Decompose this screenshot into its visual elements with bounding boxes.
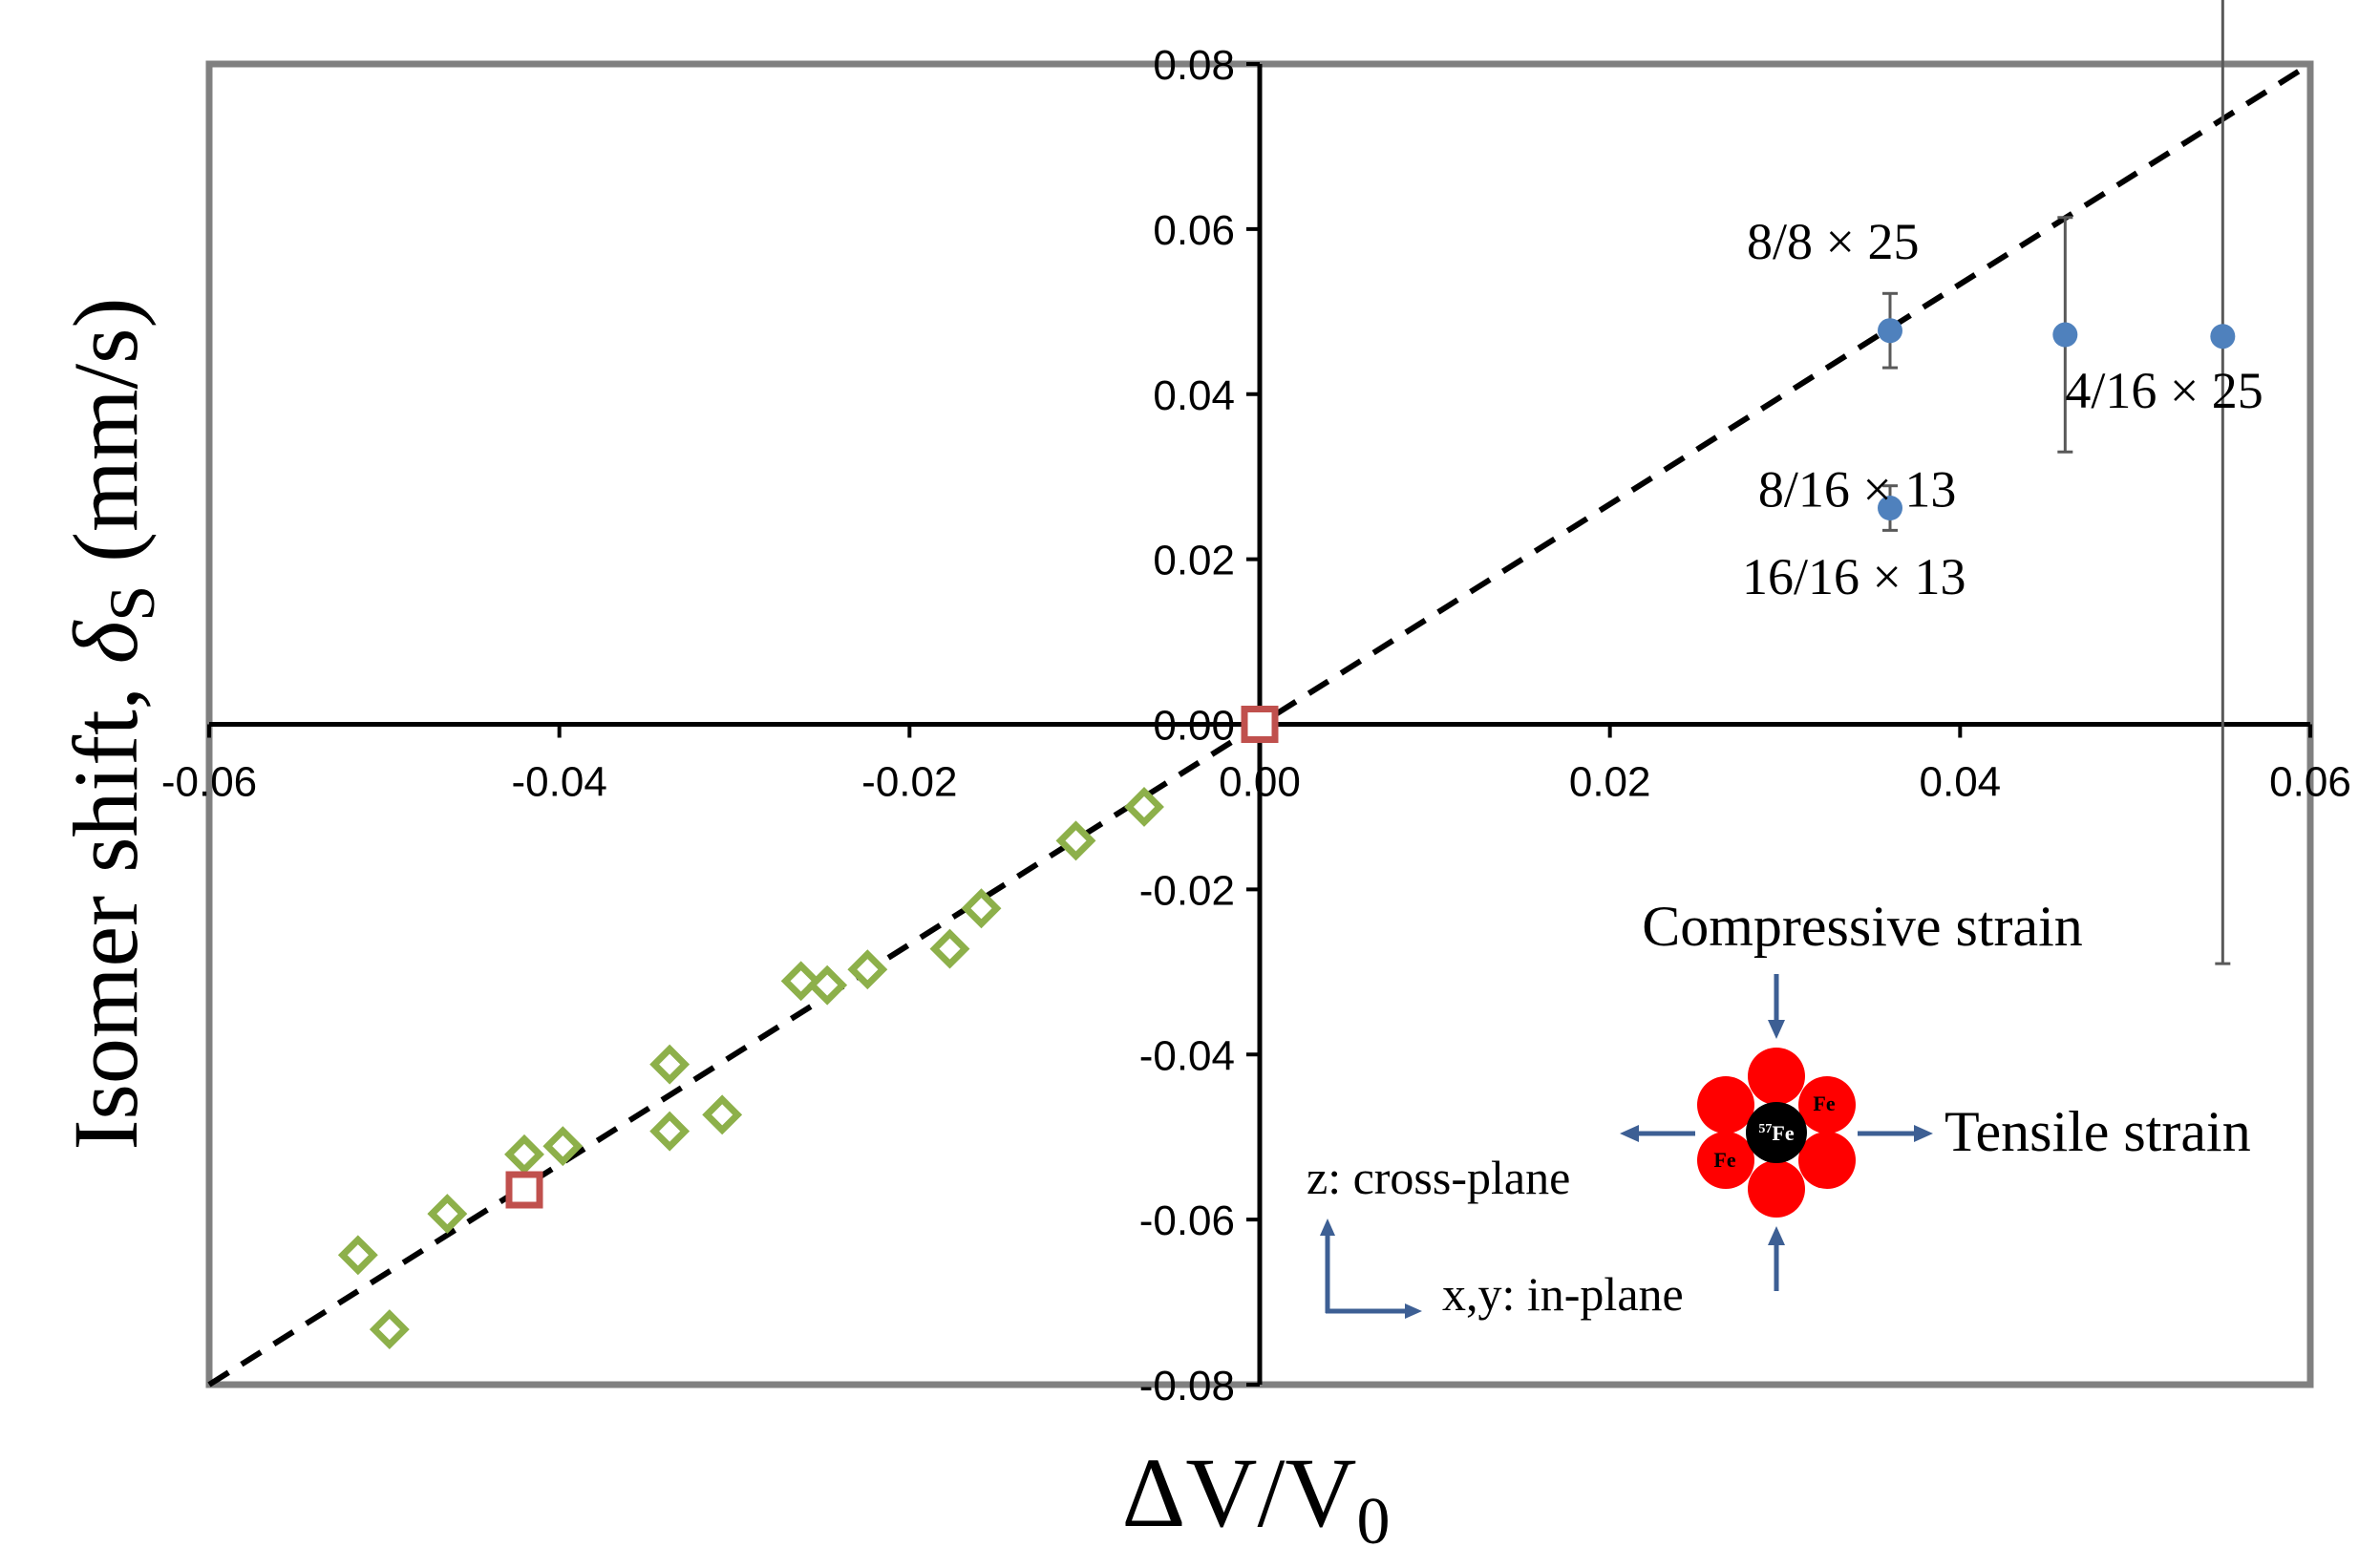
fe57-center-label: 57Fe [1758, 1121, 1794, 1145]
x-tick-label: -0.02 [861, 759, 957, 806]
diamond-point [929, 928, 970, 969]
tensile-arrow-left-head-icon [1620, 1125, 1639, 1142]
fe57-center-symbol: Fe [1772, 1121, 1794, 1145]
y-tick-label: -0.06 [1139, 1197, 1235, 1244]
diamond-point [702, 1094, 743, 1135]
fe-atom-bottom-right [1798, 1132, 1856, 1189]
y-axis-title-main: Isomer shift, [54, 664, 157, 1150]
diamond-point [369, 1309, 410, 1350]
compressive-strain-label: Compressive strain [1642, 895, 2083, 958]
x-tick-label: 0.02 [1569, 759, 1651, 806]
point-label: 16/16 × 13 [1742, 548, 1966, 605]
fe-atom-bottom-left [1697, 1132, 1754, 1189]
y-tick-label: -0.02 [1139, 867, 1235, 914]
diamond-point [847, 949, 888, 990]
diamond-point [504, 1134, 544, 1175]
y-axis-title-sub: S [96, 585, 168, 622]
y-axis-title-unit: (mm/s) [54, 297, 157, 584]
tensile-arrow-right-head-icon [1914, 1125, 1933, 1142]
circle-point [2052, 322, 2078, 348]
x-tick-label: 0.00 [1219, 759, 1301, 806]
y-tick-label: 0.00 [1153, 703, 1235, 750]
x-axis-title-main: ΔV/V [1122, 1438, 1357, 1548]
x-tick-label: -0.06 [161, 759, 257, 806]
y-tick-label: -0.04 [1139, 1032, 1235, 1079]
diamond-point [807, 964, 848, 1006]
fe-atom-top-left [1697, 1076, 1754, 1134]
fe-label-right: Fe [1813, 1091, 1835, 1115]
diamond-point [542, 1126, 584, 1167]
compressive-arrow-bottom-head-icon [1768, 1226, 1785, 1245]
xy-axis-label: x,y: in-plane [1442, 1267, 1684, 1321]
y-tick-label: 0.06 [1153, 207, 1235, 254]
fe-atom-top-right [1798, 1076, 1856, 1134]
diamond-point [649, 1111, 691, 1152]
y-tick-label: 0.02 [1153, 538, 1235, 584]
fe-label-left: Fe [1713, 1148, 1735, 1172]
x-axis-title: ΔV/V0 [1122, 1438, 1391, 1558]
tick-labels: -0.06 -0.04 -0.02 0.00 0.02 0.04 0.06 0.08 0.06 0… [161, 42, 2351, 1409]
diamond-point [1124, 786, 1164, 827]
circle-point [2210, 324, 2236, 350]
fe57-center-isotope: 57 [1758, 1122, 1772, 1136]
y-tick-label: 0.04 [1153, 372, 1235, 419]
fe-atom-cluster [1697, 1048, 1856, 1218]
x-tick-label: -0.04 [512, 759, 607, 806]
x-tick-label: 0.06 [2269, 759, 2351, 806]
z-axis-arrowhead-icon [1320, 1218, 1335, 1236]
circle-point [1878, 496, 1902, 521]
y-axis-title-symbol: δ [54, 620, 157, 664]
y-axis-title: Isomer shift, δS (mm/s) [54, 297, 168, 1150]
point-label: 8/8 × 25 [1747, 213, 1919, 270]
diamond-point [649, 1044, 691, 1085]
y-tick-label: -0.08 [1139, 1363, 1235, 1409]
xy-axis-arrowhead-icon [1405, 1303, 1422, 1319]
strain-arrows [1620, 974, 1933, 1291]
data-points [337, 318, 2236, 1350]
fe57-center-atom [1746, 1102, 1807, 1163]
point-label: 8/16 × 13 [1758, 461, 1956, 519]
diamond-point [780, 961, 821, 1002]
diamond-point [1055, 820, 1096, 861]
fe-atom-bottom [1748, 1160, 1805, 1218]
point-labels: 8/8 × 25 8/16 × 13 4/16 × 25 16/16 × 13 [1742, 213, 2263, 605]
z-axis-label: z: cross-plane [1307, 1151, 1570, 1204]
point-label: 4/16 × 25 [2065, 362, 2263, 419]
square-point [505, 1171, 543, 1209]
x-axis-title-sub: 0 [1356, 1485, 1390, 1558]
y-tick-label: 0.08 [1153, 42, 1235, 89]
diamond-point [961, 888, 1002, 929]
diamond-point [337, 1235, 378, 1276]
circle-point [1878, 318, 1902, 344]
tensile-strain-label: Tensile strain [1944, 1100, 2251, 1163]
x-tick-label: 0.04 [1920, 759, 2002, 806]
square-point [1241, 706, 1279, 743]
compressive-arrow-top-head-icon [1768, 1020, 1785, 1039]
fe-atom-top [1748, 1048, 1805, 1105]
strain-inset: Compressive strain Tensile strain [1307, 895, 2251, 1321]
diamond-point [427, 1194, 468, 1235]
coordinate-axes-icon [1320, 1218, 1422, 1319]
